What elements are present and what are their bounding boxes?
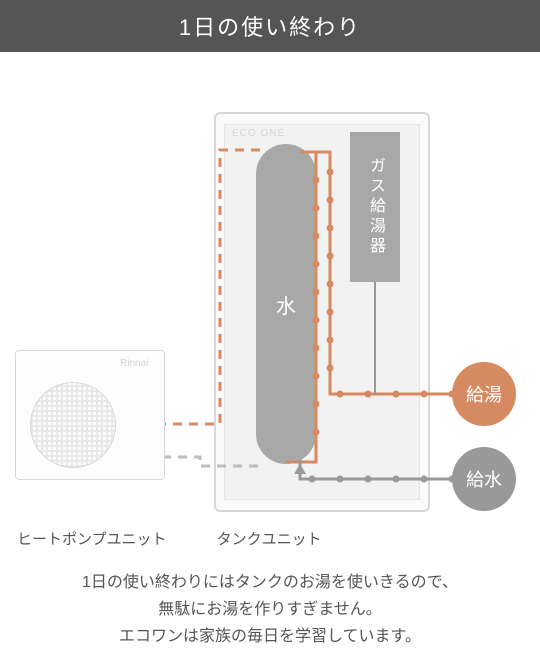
- desc-line-3: エコワンは家族の毎日を学習しています。: [20, 623, 520, 650]
- desc-line-1: 1日の使い終わりにはタンクのお湯を使いきるので、: [20, 569, 520, 596]
- description-block: 1日の使い終わりにはタンクのお湯を使いきるので、 無駄にお湯を作りすぎません。 …: [0, 569, 540, 651]
- desc-line-2: 無駄にお湯を作りすぎません。: [20, 596, 520, 623]
- header-title: 1日の使い終わり: [179, 10, 361, 42]
- header-bar: 1日の使い終わり: [0, 0, 540, 52]
- cold-water-label: 給水: [466, 466, 502, 492]
- cold-water-badge: 給水: [452, 447, 516, 511]
- hot-water-badge: 給湯: [452, 362, 516, 426]
- diagram-area: ECO ONE ガス給湯器 水 Rinnai 給湯 給水: [0, 52, 540, 532]
- hot-water-label: 給湯: [466, 381, 502, 407]
